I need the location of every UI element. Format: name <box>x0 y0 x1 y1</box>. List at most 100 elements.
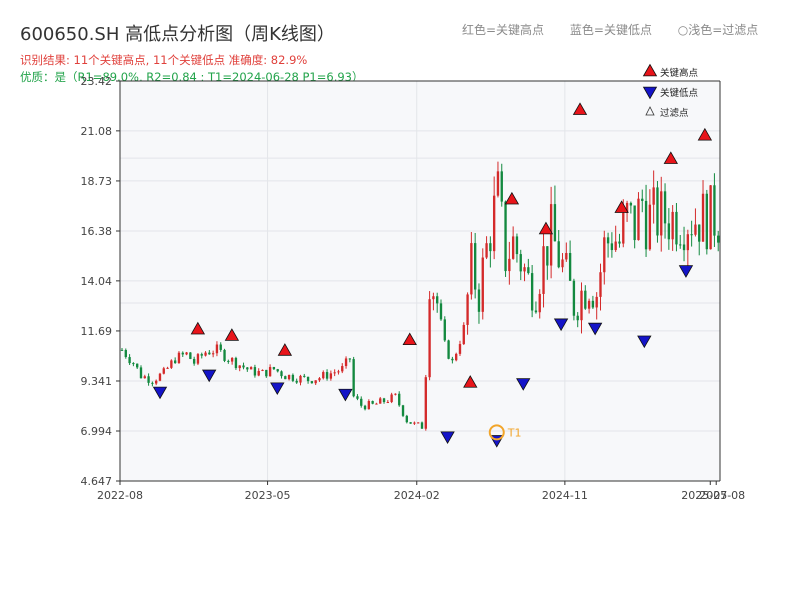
candle-body <box>652 187 655 205</box>
candle-body <box>333 372 336 374</box>
candle-body <box>511 236 515 259</box>
candle-body <box>553 204 557 242</box>
candle-body <box>698 224 701 242</box>
candle-body <box>595 296 598 308</box>
y-tick-label: 18.73 <box>81 175 113 188</box>
x-tick-label: 2022-08 <box>97 489 143 502</box>
candle-body <box>485 243 488 258</box>
x-tick-label: 2025-08 <box>699 489 745 502</box>
candle-body <box>162 368 165 374</box>
candle-body <box>219 344 222 350</box>
candle-body <box>192 358 196 364</box>
key-high-marker <box>463 375 478 388</box>
x-tick-label: 2024-02 <box>394 489 440 502</box>
candles <box>120 161 720 431</box>
candle-body <box>120 349 124 351</box>
candle-body <box>170 360 173 368</box>
candle-body <box>458 344 462 354</box>
candle-body <box>629 202 633 206</box>
candle-body <box>641 198 644 201</box>
candle-body <box>561 259 564 268</box>
candle-body <box>481 257 484 312</box>
candle-body <box>660 191 663 236</box>
candle-body <box>686 234 690 251</box>
candle-body <box>682 244 686 251</box>
candle-body <box>143 376 146 379</box>
candle-body <box>565 253 568 260</box>
candle-body <box>492 195 496 252</box>
candle-body <box>173 360 177 364</box>
top-legend-filtered: ○浅色=过滤点 <box>677 23 759 37</box>
candle-body <box>215 344 219 354</box>
candle-body <box>489 243 492 252</box>
candle-body <box>462 324 465 345</box>
candle-body <box>242 365 245 368</box>
candle-body <box>371 401 374 404</box>
candle-body <box>663 191 667 224</box>
key-low-marker <box>516 378 531 391</box>
candle-body <box>276 369 279 372</box>
candle-body <box>284 376 287 380</box>
key-low-marker <box>152 386 168 400</box>
candle-body <box>306 376 310 382</box>
key-high-marker <box>538 221 554 235</box>
candle-body <box>375 403 378 405</box>
candle-body <box>546 246 549 266</box>
candle-body <box>128 357 131 364</box>
candle-body <box>705 193 709 250</box>
candle-body <box>504 201 507 272</box>
candle-body <box>439 303 443 320</box>
candle-body <box>356 396 359 399</box>
y-tick-label: 9.341 <box>81 375 113 388</box>
candle-body <box>508 258 511 272</box>
candle-body <box>124 350 127 358</box>
key-high-marker <box>402 332 417 346</box>
candle-body <box>432 296 435 300</box>
candle-body <box>409 422 412 424</box>
candle-body <box>303 375 306 377</box>
candle-body <box>417 422 420 424</box>
candle-body <box>344 358 348 367</box>
candle-body <box>253 367 257 376</box>
candle-body <box>519 254 522 272</box>
candle-body <box>280 371 283 377</box>
candle-body <box>470 243 473 295</box>
candle-body <box>166 367 169 369</box>
candle-body <box>382 398 386 403</box>
candle-body <box>185 352 188 355</box>
y-tick-label: 6.994 <box>81 425 113 438</box>
candle-body <box>568 253 572 281</box>
candle-body <box>656 187 659 236</box>
candle-body <box>466 294 469 325</box>
candle-body <box>591 300 595 308</box>
top-legend-high: 红色=关键高点 <box>462 23 545 37</box>
candle-body <box>360 398 363 406</box>
key-low-marker <box>587 322 603 336</box>
candle-body <box>390 394 393 403</box>
candle-body <box>405 415 408 423</box>
candle-body <box>572 280 576 316</box>
candle-body <box>413 422 416 424</box>
candle-body <box>287 374 291 380</box>
legend-filtered-icon <box>645 106 655 116</box>
key-low-marker <box>678 265 694 278</box>
candle-body <box>523 267 526 272</box>
key-high-marker <box>277 343 293 356</box>
candle-body <box>249 367 253 370</box>
candle-body <box>530 273 534 311</box>
candle-body <box>587 300 591 309</box>
key-low-marker <box>338 388 353 402</box>
candle-body <box>549 204 553 266</box>
candle-body <box>455 353 458 361</box>
candle-body <box>599 272 602 297</box>
candle-body <box>227 360 230 362</box>
candle-body <box>155 380 158 384</box>
candle-body <box>473 243 477 290</box>
candle-body <box>420 422 424 429</box>
legend-label: 关键低点 <box>660 87 699 99</box>
key-point-markers: T1 <box>152 63 713 448</box>
candle-body <box>341 366 344 372</box>
key-high-marker <box>614 200 629 213</box>
candle-body <box>158 373 162 381</box>
